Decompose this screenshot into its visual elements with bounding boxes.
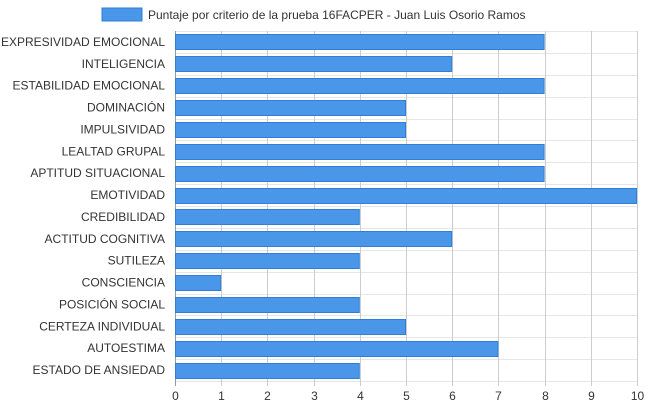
- category-label: IMPULSIVIDAD: [80, 122, 165, 136]
- bar: [175, 297, 360, 313]
- category-label: EXPRESIVIDAD EMOCIONAL: [1, 35, 165, 49]
- category-labels: EXPRESIVIDAD EMOCIONAL INTELIGENCIA ESTABI…: [1, 35, 165, 377]
- legend-swatch: [101, 7, 143, 22]
- grid: [175, 31, 638, 386]
- category-label: ESTABILIDAD EMOCIONAL: [13, 79, 166, 93]
- x-tick-label: 9: [588, 389, 595, 403]
- x-tick-label: 7: [495, 389, 502, 403]
- legend: Puntaje por criterio de la prueba 16FACP…: [101, 7, 526, 22]
- category-label: ACTITUD COGNITIVA: [45, 232, 165, 246]
- x-axis-tick-labels: 0 1 2 3 4 5 6 7 8 9 10: [172, 389, 644, 403]
- bar: [175, 363, 360, 379]
- category-label: CONSCIENCIA: [82, 276, 165, 290]
- category-label: CERTEZA INDIVIDUAL: [39, 319, 165, 333]
- category-label: ESTADO DE ANSIEDAD: [33, 363, 166, 377]
- x-tick-label: 6: [449, 389, 456, 403]
- x-tick-label: 5: [403, 389, 410, 403]
- bar: [175, 341, 499, 357]
- bar: [175, 231, 453, 247]
- bar: [175, 122, 406, 138]
- x-tick-label: 1: [218, 389, 225, 403]
- category-label: DOMINACIÓN: [87, 100, 165, 115]
- bar: [175, 209, 360, 225]
- category-label: CREDIBILIDAD: [81, 210, 165, 224]
- bar: [175, 100, 406, 116]
- x-tick-label: 10: [631, 389, 645, 403]
- bar: [175, 275, 222, 291]
- bar: [175, 78, 545, 94]
- category-label: POSICIÓN SOCIAL: [59, 296, 165, 311]
- x-tick-label: 3: [311, 389, 318, 403]
- bar: [175, 188, 637, 204]
- category-label: INTELIGENCIA: [82, 57, 165, 71]
- x-tick-label: 4: [357, 389, 364, 403]
- bars: [175, 34, 637, 379]
- bar: [175, 319, 406, 335]
- category-label: LEALTAD GRUPAL: [62, 144, 166, 158]
- category-label: SUTILEZA: [108, 254, 165, 268]
- x-tick-label: 2: [264, 389, 271, 403]
- x-tick-label: 0: [172, 389, 179, 403]
- category-label: AUTOESTIMA: [87, 341, 165, 355]
- category-label: EMOTIVIDAD: [90, 188, 165, 202]
- legend-label: Puntaje por criterio de la prueba 16FACP…: [148, 8, 526, 22]
- category-label: APTITUD SITUACIONAL: [30, 166, 165, 180]
- bar: [175, 144, 545, 160]
- bar: [175, 253, 360, 269]
- bar: [175, 166, 545, 182]
- x-tick-label: 8: [542, 389, 549, 403]
- bar: [175, 56, 453, 72]
- bar: [175, 34, 545, 50]
